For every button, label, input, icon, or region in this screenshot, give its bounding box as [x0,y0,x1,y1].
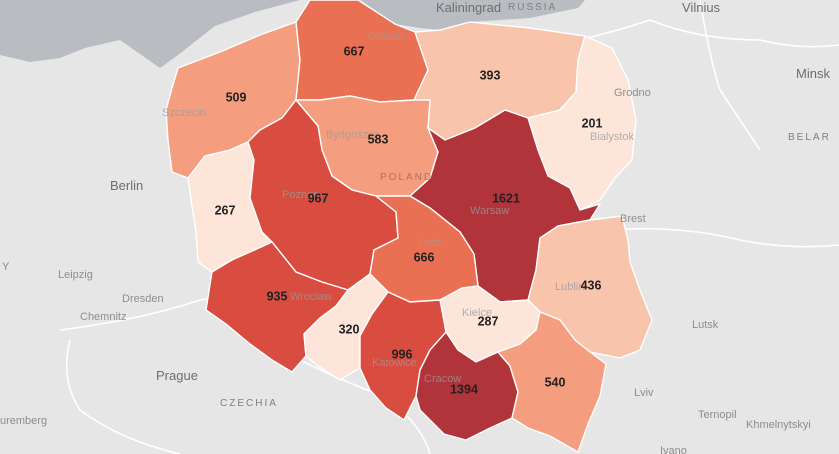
value-malopolskie: 1394 [450,382,478,396]
value-lubelskie: 436 [581,278,602,292]
label-kaliningrad: Kaliningrad [436,0,501,15]
value-kujawsko-pomorskie: 583 [368,132,389,146]
value-pomorskie: 667 [344,44,365,58]
border-by-ua [609,227,839,248]
value-dolnoslaskie: 935 [267,289,288,303]
baltic-sea-gulf [390,0,470,20]
value-zachodniopomorskie: 509 [226,90,247,104]
city-szczecin: Szczecin [162,107,206,119]
label-chemnitz: Chemnitz [80,311,126,323]
label-poland: POLAND [380,172,433,183]
border-cz-south [65,339,181,454]
value-slaskie: 996 [392,347,413,361]
region-podkarpackie[interactable] [496,311,607,454]
label-y: Y [2,261,10,273]
city-gdansk: Gdansk [368,31,406,43]
label-brest: Brest [620,213,646,225]
label-lviv: Lviv [634,387,654,399]
label-minsk: Minsk [796,66,830,81]
value-warminsko-mazurskie: 393 [480,68,501,82]
value-wielkopolskie: 967 [308,191,329,205]
label-belarus: BELAR [788,132,831,143]
city-warsaw: Warsaw [470,205,509,217]
value-podlaskie: 201 [582,116,603,130]
label-russia: RUSSIA [508,2,557,13]
city-bialystok: Bialystok [590,131,635,143]
value-opolskie: 320 [339,322,360,336]
value-swietokrzyskie: 287 [478,314,499,328]
label-khmelnytskyi: Khmelnytskyi [746,419,811,431]
value-lubuskie: 267 [215,203,236,217]
label-ivano: Ivano [660,445,687,454]
region-slaskie[interactable] [359,291,447,422]
city-wroclaw: Wroclaw [290,291,332,303]
border-by-north [699,0,761,151]
city-lublin: Lublin [555,281,584,293]
city-katowice: Katowice [372,357,417,369]
label-vilnius: Vilnius [682,0,721,15]
label-berlin: Berlin [110,178,143,193]
region-lubelskie[interactable] [527,215,653,359]
city-cracow: Cracow [424,373,461,385]
value-lodzkie: 666 [414,250,435,264]
label-prague: Prague [156,368,198,383]
region-malopolskie[interactable] [415,330,519,441]
label-czechia: CZECHIA [220,398,278,409]
label-grodno: Grodno [614,87,651,99]
label-lutsk: Lutsk [692,319,719,331]
city-lodz: Lodz [418,237,442,249]
value-podkarpackie: 540 [545,375,566,389]
label-dresden: Dresden [122,293,164,305]
city-poznan: Poznan [282,189,319,201]
label-leipzig: Leipzig [58,269,93,281]
label-nuremberg: uremberg [0,415,47,427]
city-kielce: Kielce [462,307,492,319]
value-mazowieckie: 1621 [492,191,520,205]
label-ternopil: Ternopil [698,409,737,421]
city-bydgoszcz: Bydgoszcz [326,129,379,141]
border-by-lt [579,19,839,48]
